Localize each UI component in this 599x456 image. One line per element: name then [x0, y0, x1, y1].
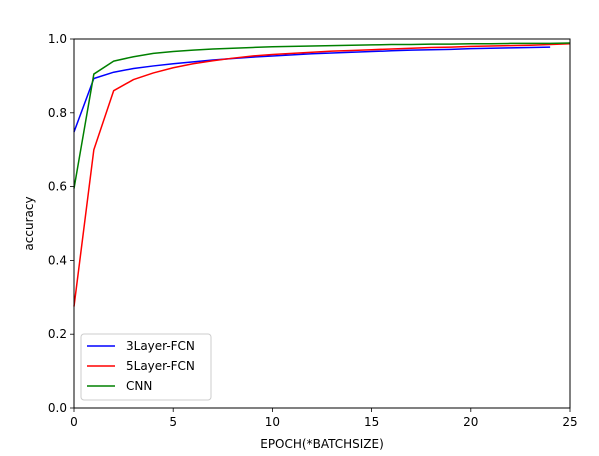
y-axis-ticks: 0.0 0.2 0.4 0.6 0.8 1.0 — [48, 32, 74, 415]
legend-label-1: 5Layer-FCN — [126, 359, 195, 373]
x-axis-label: EPOCH(*BATCHSIZE) — [260, 437, 384, 451]
y-tick-label: 0.2 — [48, 327, 67, 341]
legend-label-2: CNN — [126, 379, 152, 393]
y-tick-label: 0.6 — [48, 180, 67, 194]
x-tick-label: 0 — [70, 415, 78, 429]
x-tick-label: 10 — [265, 415, 280, 429]
y-axis-label: accuracy — [22, 196, 36, 250]
series-line-1 — [73, 43, 571, 307]
series-line-0 — [73, 46, 551, 133]
x-tick-label: 5 — [169, 415, 177, 429]
y-tick-label: 0.4 — [48, 253, 67, 267]
axes-frame — [73, 38, 571, 409]
y-tick-label: 1.0 — [48, 32, 67, 46]
x-tick-label: 15 — [364, 415, 379, 429]
series-layer — [73, 42, 571, 307]
y-tick-label: 0.0 — [48, 401, 67, 415]
x-axis-ticks: 0 5 10 15 20 25 — [70, 408, 578, 429]
y-tick-label: 0.8 — [48, 106, 67, 120]
legend-label-0: 3Layer-FCN — [126, 339, 195, 353]
legend: 3Layer-FCN 5Layer-FCN CNN — [80, 333, 212, 401]
legend-box — [80, 333, 212, 401]
x-tick-label: 25 — [562, 415, 577, 429]
series-line-2 — [73, 42, 571, 189]
x-tick-label: 20 — [463, 415, 478, 429]
